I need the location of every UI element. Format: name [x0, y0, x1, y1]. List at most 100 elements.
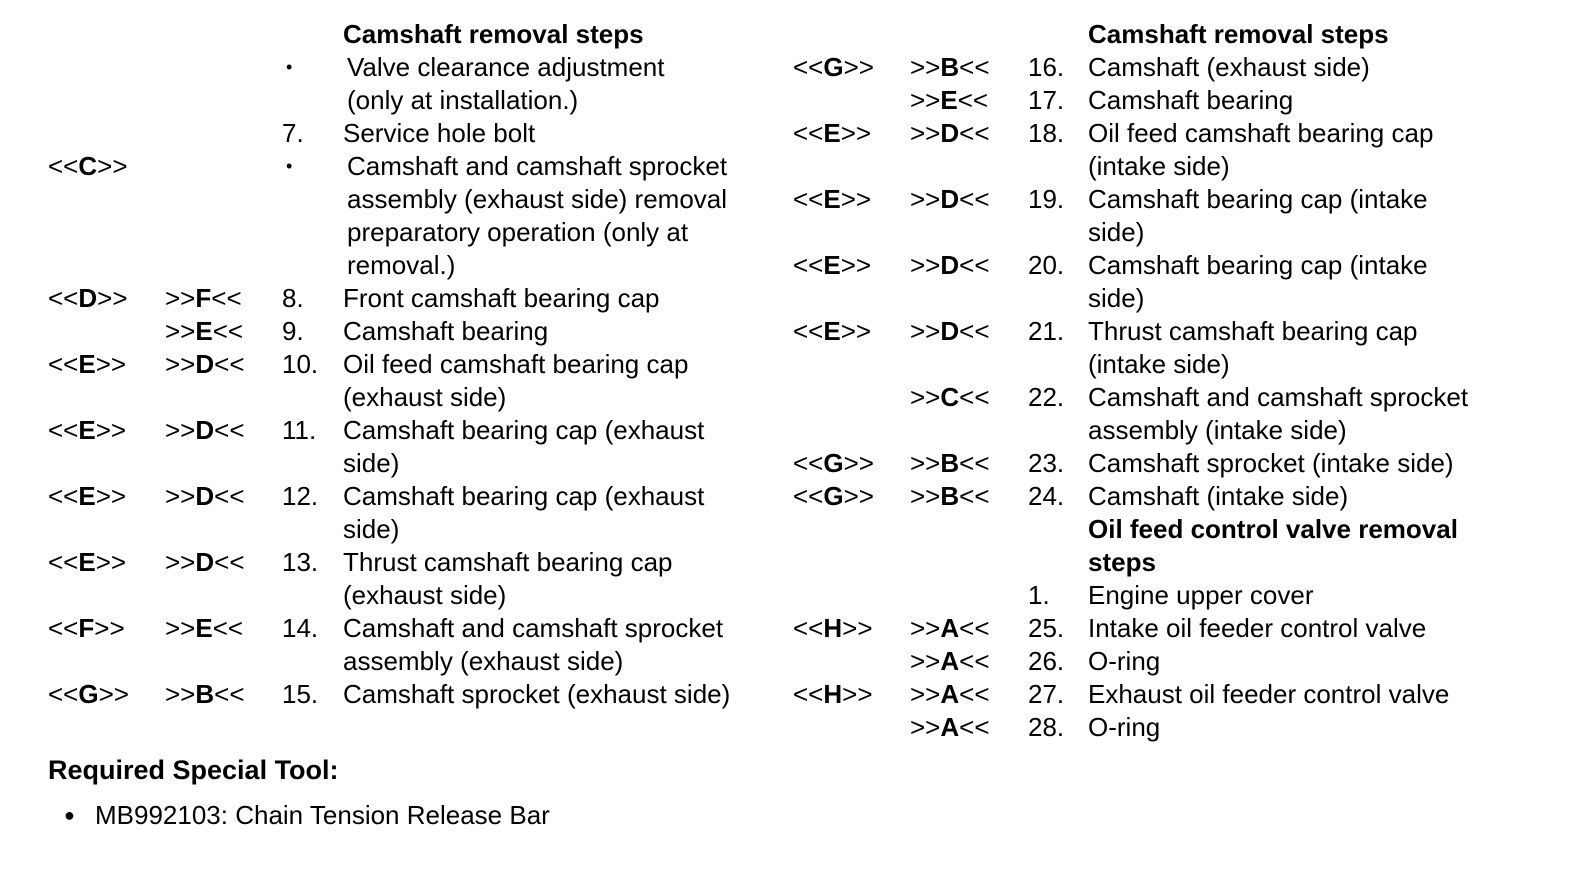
install-ref: >>B<<	[910, 481, 990, 511]
step-text-line: Camshaft bearing cap (exhaust	[343, 415, 705, 445]
step-text-line: Camshaft bearing cap (intake	[1088, 184, 1428, 214]
removal-ref: <<G>>	[793, 448, 874, 478]
install-ref: >>D<<	[910, 250, 990, 280]
step-text: Camshaft (exhaust side)	[1088, 51, 1553, 84]
step-text-line: Camshaft bearing	[343, 316, 549, 346]
heading2-line: steps	[1088, 547, 1156, 577]
step-text-line: Camshaft (exhaust side)	[1088, 52, 1370, 82]
install-ref: >>A<<	[910, 646, 990, 676]
bullet-icon: •	[286, 156, 293, 176]
step-text-line: O-ring	[1088, 646, 1161, 676]
removal-ref: <<C>>	[48, 151, 128, 181]
step-text-line: side)	[1088, 217, 1145, 247]
step-row: <<H>> >>A<< 27. Exhaust oil feeder control …	[793, 678, 1553, 711]
step-text: Camshaft and camshaft sprocket assembly (…	[347, 150, 778, 282]
step-text: Camshaft bearing	[1088, 84, 1553, 117]
step-number: 9.	[282, 316, 304, 346]
install-ref	[910, 579, 1028, 612]
step-number: 23.	[1028, 448, 1065, 478]
install-ref: >>D<<	[165, 349, 245, 379]
step-text: Camshaft (intake side)	[1088, 480, 1553, 513]
step-text: Intake oil feeder control valve	[1088, 612, 1553, 645]
step-text-line: removal.)	[347, 250, 456, 280]
left-column: Camshaft removal steps • Valve clearance …	[48, 18, 778, 711]
step-text: Camshaft bearing cap (exhaust side)	[343, 414, 778, 480]
bullet-icon: ●	[64, 805, 75, 825]
step-row: <<E>> >>D<< 10. Oil feed camshaft bearing c…	[48, 348, 778, 414]
step-row: <<D>> >>F<< 8. Front camshaft bearing cap	[48, 282, 778, 315]
step-text-line: Thrust camshaft bearing cap	[1088, 316, 1418, 346]
install-ref: >>B<<	[910, 448, 990, 478]
step-text-line: (intake side)	[1088, 349, 1230, 379]
step-text: Valve clearance adjustment (only at insta…	[347, 51, 778, 117]
install-ref: >>E<<	[165, 613, 244, 643]
removal-ref: <<H>>	[793, 679, 873, 709]
heading-text: Camshaft removal steps	[343, 19, 644, 49]
heading-text: Camshaft removal steps	[1088, 19, 1389, 49]
step-text: Camshaft and camshaft sprocket assembly (…	[343, 612, 778, 678]
install-ref: >>D<<	[165, 481, 245, 511]
step-text-line: side)	[343, 514, 400, 544]
removal-ref: <<E>>	[48, 349, 127, 379]
step-number: 11.	[282, 415, 317, 445]
step-text: Thrust camshaft bearing cap (intake side)	[1088, 315, 1553, 381]
step-text-line: assembly (exhaust side) removal	[347, 184, 728, 214]
step-number: 22.	[1028, 382, 1065, 412]
removal-ref: <<E>>	[793, 184, 872, 214]
install-ref: >>D<<	[165, 547, 245, 577]
right-steps-list: <<G>> >>B<< 16. Camshaft (exhaust side) >>E<…	[793, 51, 1553, 513]
section-heading-2: Oil feed control valve removal steps	[793, 513, 1553, 579]
step-text-line: assembly (intake side)	[1088, 415, 1347, 445]
step-text: Front camshaft bearing cap	[343, 282, 778, 315]
install-ref	[165, 117, 282, 150]
step-text-line: Camshaft bearing	[1088, 85, 1294, 115]
step-text: Engine upper cover	[1088, 579, 1553, 612]
step-text: O-ring	[1088, 711, 1553, 744]
step-text: O-ring	[1088, 645, 1553, 678]
step-text: Camshaft bearing cap (exhaust side)	[343, 480, 778, 546]
step-text-line: (exhaust side)	[343, 580, 507, 610]
step-number: 17.	[1028, 85, 1065, 115]
bullet-icon: •	[286, 57, 293, 77]
install-ref: >>B<<	[165, 679, 245, 709]
heading2-line: Oil feed control valve removal	[1088, 514, 1458, 544]
step-row: 7. Service hole bolt	[48, 117, 778, 150]
step-number: 1.	[1028, 580, 1050, 610]
install-ref: >>C<<	[910, 382, 990, 412]
removal-ref: <<D>>	[48, 283, 128, 313]
removal-ref: <<E>>	[793, 250, 872, 280]
removal-ref: <<E>>	[48, 547, 127, 577]
step-number: 15.	[282, 679, 319, 709]
step-text-line: side)	[343, 448, 400, 478]
tools-heading: Required Special Tool:	[48, 755, 339, 785]
step-number: 16.	[1028, 52, 1065, 82]
step-text-line: Engine upper cover	[1088, 580, 1314, 610]
step-text: Camshaft and camshaft sprocket assembly (…	[1088, 381, 1553, 447]
removal-ref: <<E>>	[793, 118, 872, 148]
install-ref: >>E<<	[910, 85, 989, 115]
install-ref: >>D<<	[910, 316, 990, 346]
right-column: Camshaft removal steps <<G>> >>B<< 16. Cams…	[793, 18, 1553, 744]
step-text-line: (exhaust side)	[343, 382, 507, 412]
step-text: Service hole bolt	[343, 117, 778, 150]
step-row: <<E>> >>D<< 13. Thrust camshaft bearing cap…	[48, 546, 778, 612]
step-number: 27.	[1028, 679, 1065, 709]
step-text-line: side)	[1088, 283, 1145, 313]
step-number: 19.	[1028, 184, 1065, 214]
tool-item-text: MB992103: Chain Tension Release Bar	[95, 800, 550, 830]
step-text-line: Camshaft bearing cap (exhaust	[343, 481, 705, 511]
install-ref: >>E<<	[165, 316, 244, 346]
step-text-line: preparatory operation (only at	[347, 217, 689, 247]
step-row: <<C>> • Camshaft and camshaft sprocket asse…	[48, 150, 778, 282]
step-row: >>C<< 22. Camshaft and camshaft sprocket as…	[793, 381, 1553, 447]
removal-ref	[793, 381, 910, 447]
step-text: Oil feed camshaft bearing cap (exhaust si…	[343, 348, 778, 414]
install-ref: >>A<<	[910, 712, 990, 742]
removal-ref	[793, 645, 910, 678]
step-row: >>A<< 28. O-ring	[793, 711, 1553, 744]
install-ref: >>F<<	[165, 283, 242, 313]
removal-ref: <<H>>	[793, 613, 873, 643]
step-number: 8.	[282, 283, 304, 313]
step-text: Camshaft bearing cap (intake side)	[1088, 183, 1553, 249]
step-row: <<G>> >>B<< 16. Camshaft (exhaust side)	[793, 51, 1553, 84]
